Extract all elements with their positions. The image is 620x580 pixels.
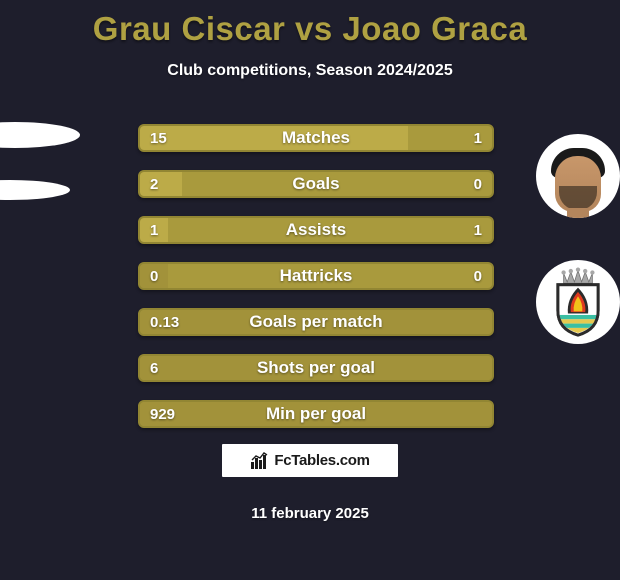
stat-value-right: 0 (474, 172, 482, 196)
stat-row: Min per goal929 (138, 400, 494, 428)
bars-chart-icon (250, 452, 270, 470)
stat-value-right: 0 (474, 264, 482, 288)
stat-value-left: 929 (150, 402, 175, 426)
stat-value-left: 1 (150, 218, 158, 242)
club2-crest (536, 260, 620, 344)
brand-suffix: Tables.com (291, 452, 369, 469)
brand-logo: FcTables.com (222, 444, 398, 477)
subtitle: Club competitions, Season 2024/2025 (0, 62, 620, 80)
stat-value-left: 15 (150, 126, 167, 150)
stat-row: Hattricks0 0 (138, 262, 494, 290)
crown-icon (561, 267, 594, 283)
brand-text: FcTables.com (274, 452, 369, 469)
stat-row: Shots per goal6 (138, 354, 494, 382)
club1-placeholder-icon (0, 180, 70, 200)
stat-label: Shots per goal (140, 356, 492, 380)
brand-prefix: Fc (274, 452, 291, 469)
stat-row: Assists1 1 (138, 216, 494, 244)
player1-placeholder-icon (0, 122, 80, 148)
footer-date: 11 february 2025 (0, 505, 620, 522)
stat-value-right: 1 (474, 126, 482, 150)
stat-row: Matches15 1 (138, 124, 494, 152)
stat-label: Assists (140, 218, 492, 242)
stat-label: Goals (140, 172, 492, 196)
stat-value-left: 6 (150, 356, 158, 380)
face-icon (543, 142, 613, 218)
stat-row: Goals per match0.13 (138, 308, 494, 336)
stat-value-left: 0.13 (150, 310, 179, 334)
shield-icon (542, 266, 614, 338)
stat-value-right: 1 (474, 218, 482, 242)
stat-label: Min per goal (140, 402, 492, 426)
stat-label: Matches (140, 126, 492, 150)
page-title: Grau Ciscar vs Joao Graca (0, 0, 620, 48)
player2-avatar (536, 134, 620, 218)
stat-value-left: 2 (150, 172, 158, 196)
stat-label: Goals per match (140, 310, 492, 334)
stat-value-left: 0 (150, 264, 158, 288)
stat-row: Goals2 0 (138, 170, 494, 198)
stats-bars: Matches151Goals20Assists11Hattricks00Goa… (138, 124, 494, 446)
stat-label: Hattricks (140, 264, 492, 288)
